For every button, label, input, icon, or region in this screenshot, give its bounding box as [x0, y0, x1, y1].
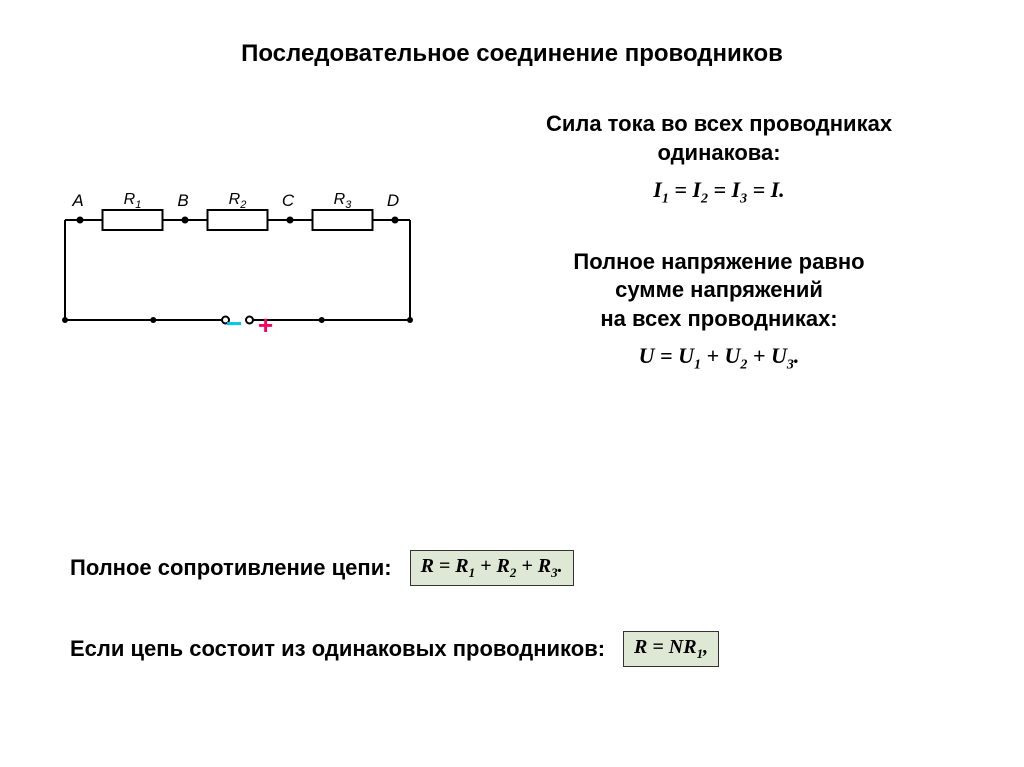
statement-voltage-line2: сумме напряжений — [474, 276, 964, 305]
statement-voltage-line1: Полное напряжение равно — [474, 248, 964, 277]
statement-voltage-line3: на всех проводниках: — [474, 305, 964, 334]
svg-text:R1: R1 — [124, 191, 142, 211]
svg-text:R2: R2 — [229, 191, 247, 211]
statement-current-line1: Сила тока во всех проводниках — [474, 110, 964, 139]
resistance-label: Полное сопротивление цепи: — [70, 555, 392, 581]
formula-current: I1 = I2 = I3 = I. — [474, 177, 964, 207]
statement-voltage: Полное напряжение равно сумме напряжений… — [474, 248, 964, 374]
formula-identical: R = NR1, — [623, 631, 719, 667]
identical-row: Если цепь состоит из одинаковых проводни… — [70, 631, 970, 667]
statement-current-line2: одинакова: — [474, 139, 964, 168]
formula-resistance: R = R1 + R2 + R3. — [410, 550, 574, 586]
svg-text:C: C — [282, 191, 295, 210]
statement-current: Сила тока во всех проводниках одинакова:… — [474, 110, 964, 208]
bottom-area: Полное сопротивление цепи: R = R1 + R2 +… — [70, 550, 970, 712]
svg-text:D: D — [387, 191, 399, 210]
svg-text:R3: R3 — [334, 191, 353, 211]
terminal-plus: + — [258, 310, 273, 341]
formula-voltage: U = U1 + U2 + U3. — [474, 343, 964, 373]
resistance-row: Полное сопротивление цепи: R = R1 + R2 +… — [70, 550, 970, 586]
identical-label: Если цепь состоит из одинаковых проводни… — [70, 636, 605, 662]
page-title: Последовательное соединение проводников — [0, 40, 1024, 68]
circuit-diagram: R1 R2 R3 A B C D − + — [50, 180, 430, 360]
svg-text:A: A — [71, 191, 83, 210]
svg-text:B: B — [177, 191, 188, 210]
right-column: Сила тока во всех проводниках одинакова:… — [474, 110, 964, 374]
terminal-minus: − — [226, 308, 242, 340]
